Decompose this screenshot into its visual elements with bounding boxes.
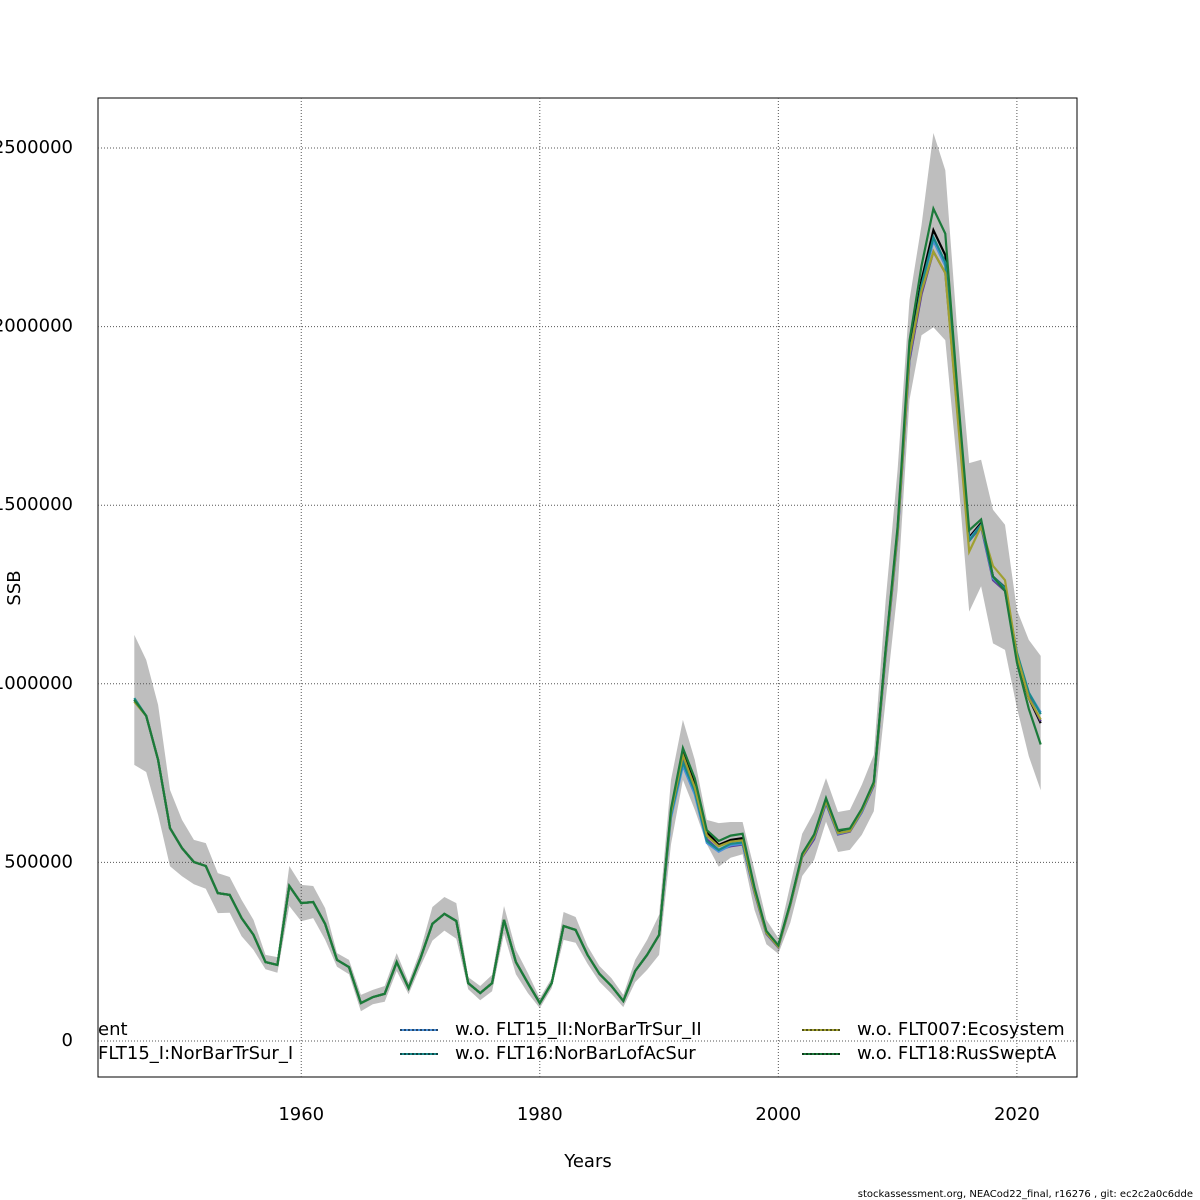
legend-label: FLT15_I:NorBarTrSur_I [98,1043,293,1064]
y-tick-label: 2000000 [0,316,73,337]
x-axis-label: Years [563,1151,612,1172]
legend-label: w.o. FLT18:RusSweptA [857,1043,1057,1064]
grid-layer [98,98,1077,1077]
series-line [133,237,1042,1006]
x-tick-label: 1980 [517,1104,563,1125]
confidence-band [134,133,1041,1012]
legend-label: w.o. FLT007:Ecosystem [857,1019,1065,1040]
series-line [133,248,1042,1006]
x-tick-label: 2020 [994,1104,1040,1125]
series-line [133,226,1042,1006]
legend: ent FLT15_I:NorBarTrSur_I w.o. FLT15_II:No… [98,1019,1065,1064]
legend-label: w.o. FLT15_II:NorBarTrSur_II [455,1019,702,1040]
y-tick-label: 500000 [4,851,73,872]
y-axis-label: SSB [4,570,25,605]
x-tick-label: 1960 [278,1104,324,1125]
lines-layer [133,205,1042,1006]
y-tick-label: 1000000 [0,673,73,694]
series-line [133,205,1042,1006]
y-tick-label: 1500000 [0,494,73,515]
series-line [133,234,1042,1006]
x-tick-label: 2000 [755,1104,801,1125]
band-layer [134,133,1041,1012]
y-tick-label: 0 [62,1030,73,1051]
legend-label: w.o. FLT16:NorBarLofAcSur [455,1043,696,1064]
legend-label: ent [98,1019,128,1040]
series-line [133,248,1042,1006]
plot-frame [97,97,1078,1078]
y-tick-label: 2500000 [0,137,73,158]
footer: stockassessment.org, NEACod22_final, r16… [858,1189,1193,1200]
